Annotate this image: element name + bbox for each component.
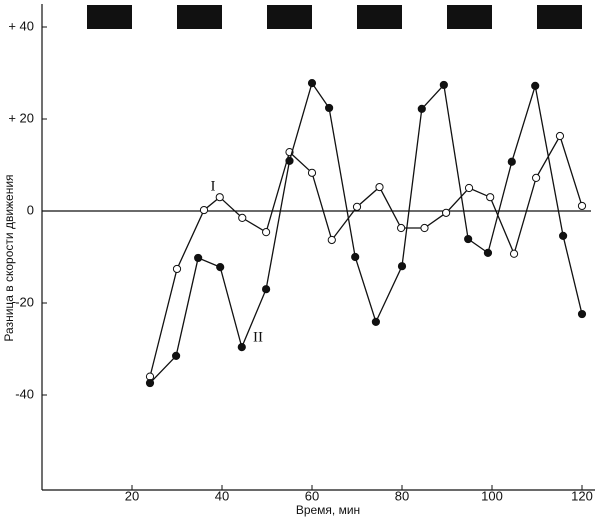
data-point bbox=[145, 378, 155, 388]
data-point bbox=[417, 104, 426, 113]
data-point bbox=[507, 157, 516, 166]
series-line bbox=[149, 81, 583, 384]
series-label: I bbox=[211, 178, 216, 194]
data-point bbox=[483, 248, 493, 257]
series-label: II bbox=[253, 329, 263, 345]
data-point bbox=[262, 285, 271, 294]
data-point bbox=[532, 173, 541, 182]
data-point bbox=[531, 81, 540, 90]
data-point bbox=[486, 193, 495, 202]
data-point bbox=[577, 309, 587, 319]
data-point bbox=[577, 201, 587, 211]
y-tick-label: -20 bbox=[15, 294, 34, 309]
y-tick-label: + 20 bbox=[8, 110, 34, 125]
data-point bbox=[307, 79, 317, 88]
data-point bbox=[509, 249, 519, 258]
data-point bbox=[420, 223, 429, 233]
dark-period bbox=[177, 5, 222, 29]
y-tick-label: -40 bbox=[15, 386, 34, 401]
data-point bbox=[215, 193, 224, 202]
x-tick-label: 80 bbox=[395, 488, 409, 503]
data-point bbox=[327, 235, 336, 245]
x-tick-label: 60 bbox=[305, 488, 319, 503]
data-point bbox=[397, 223, 406, 233]
data-point bbox=[216, 263, 225, 272]
x-axis-label: Время, мин bbox=[296, 503, 360, 517]
data-point bbox=[464, 234, 473, 244]
x-tick-label: 100 bbox=[481, 488, 503, 503]
data-point bbox=[397, 262, 407, 271]
dark-period bbox=[537, 5, 582, 29]
data-point bbox=[375, 182, 384, 192]
y-axis-label: Разница в скорости движения bbox=[2, 174, 16, 341]
data-point bbox=[199, 205, 209, 215]
data-point bbox=[464, 183, 474, 193]
data-point bbox=[238, 213, 247, 222]
data-point bbox=[559, 231, 568, 240]
data-point bbox=[172, 264, 182, 274]
y-tick-label: 0 bbox=[27, 202, 34, 217]
data-point bbox=[352, 202, 362, 211]
data-point bbox=[194, 253, 203, 263]
data-point bbox=[172, 351, 181, 360]
dark-period bbox=[87, 5, 132, 29]
data-point bbox=[439, 80, 448, 90]
data-point bbox=[351, 252, 360, 262]
x-tick-label: 20 bbox=[125, 488, 139, 503]
data-point bbox=[285, 156, 294, 165]
data-point bbox=[555, 131, 565, 141]
x-tick-label: 40 bbox=[215, 488, 229, 503]
dark-period bbox=[357, 5, 402, 29]
dark-period bbox=[447, 5, 492, 29]
data-point bbox=[442, 208, 451, 217]
data-point bbox=[237, 343, 246, 352]
data-point bbox=[325, 103, 334, 113]
y-tick-label: + 40 bbox=[8, 18, 34, 33]
data-point bbox=[262, 228, 271, 237]
data-point bbox=[371, 317, 380, 326]
data-point bbox=[307, 168, 317, 177]
series-line bbox=[149, 134, 583, 377]
dark-period bbox=[267, 5, 312, 29]
x-tick-label: 120 bbox=[571, 488, 593, 503]
